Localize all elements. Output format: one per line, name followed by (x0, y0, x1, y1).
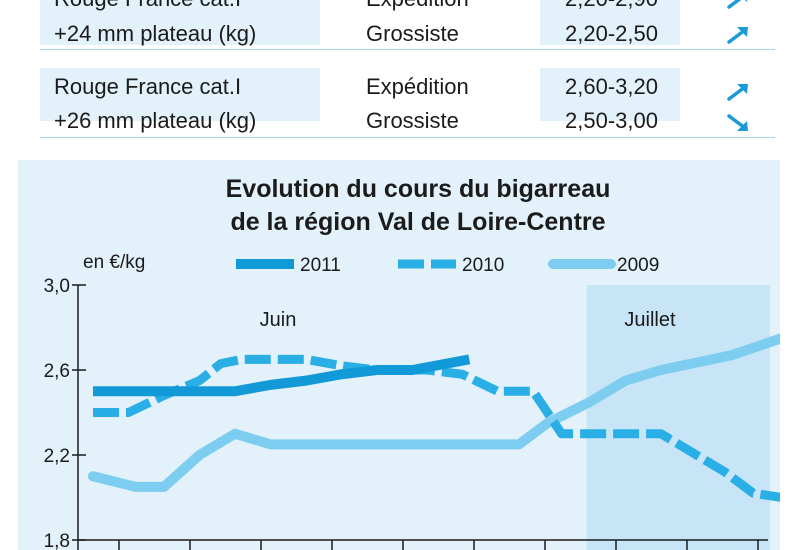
row-divider (40, 49, 775, 50)
price-range: 2,20-2,50 (565, 21, 658, 46)
y-tick-label: 1,8 (44, 531, 70, 550)
product-name: Rouge France cat.I (54, 74, 242, 99)
period-label: Juin (260, 309, 297, 331)
table-row: Rouge France cat.I +26 mm plateau (kg) E… (40, 68, 775, 133)
trend-up-icon (727, 84, 748, 101)
period-label: Juillet (624, 309, 676, 331)
price-range: 2,50-3,00 (565, 108, 658, 133)
legend-label: 2009 (617, 255, 659, 276)
product-size: +26 mm plateau (kg) (54, 108, 257, 133)
product-name: Rouge France cat.I (54, 0, 241, 12)
row-divider (40, 137, 775, 138)
y-tick-label: 3,0 (44, 276, 70, 297)
stage-label: Grossiste (366, 108, 459, 133)
y-tick-label: 2,6 (44, 361, 70, 382)
series-layer (88, 333, 780, 502)
chart-title: Evolution du cours du bigarreau (226, 175, 611, 203)
stage-label: Expédition (366, 0, 469, 12)
series-2011-line (93, 354, 471, 397)
price-range: 2,20-2,90 (565, 0, 658, 12)
chart-title: de la région Val de Loire-Centre (230, 208, 605, 236)
y-axis-label: en €/kg (83, 252, 145, 273)
series-2010-line (93, 354, 780, 502)
trend-down-icon (727, 114, 748, 131)
series-2009-line (88, 333, 780, 492)
axes: 3,0 2,6 2,2 1,8 (44, 276, 768, 550)
trend-up-icon (727, 27, 748, 44)
product-cell (40, 0, 320, 45)
chart-panel: 3,0 2,6 2,2 1,8 Evolution du cours du bigar… (18, 160, 780, 550)
trend-up-icon (727, 0, 748, 9)
table-row: Rouge France cat.I +24 mm plateau (kg) E… (40, 0, 775, 46)
price-cell (540, 0, 680, 45)
y-tick-label: 2,2 (44, 446, 70, 467)
product-cell (40, 68, 320, 121)
product-size: +24 mm plateau (kg) (54, 21, 257, 46)
july-shade (586, 285, 770, 550)
legend: 2011 2010 2009 (236, 255, 659, 276)
legend-label: 2011 (300, 255, 341, 276)
price-chart: 3,0 2,6 2,2 1,8 Evolution du cours du bigar… (44, 175, 780, 550)
stage-label: Expédition (366, 74, 469, 99)
price-cell (540, 68, 680, 121)
price-range: 2,60-3,20 (565, 74, 658, 99)
legend-label: 2010 (462, 255, 504, 276)
price-table: Rouge France cat.I +24 mm plateau (kg) E… (40, 0, 775, 138)
stage-label: Grossiste (366, 21, 459, 46)
